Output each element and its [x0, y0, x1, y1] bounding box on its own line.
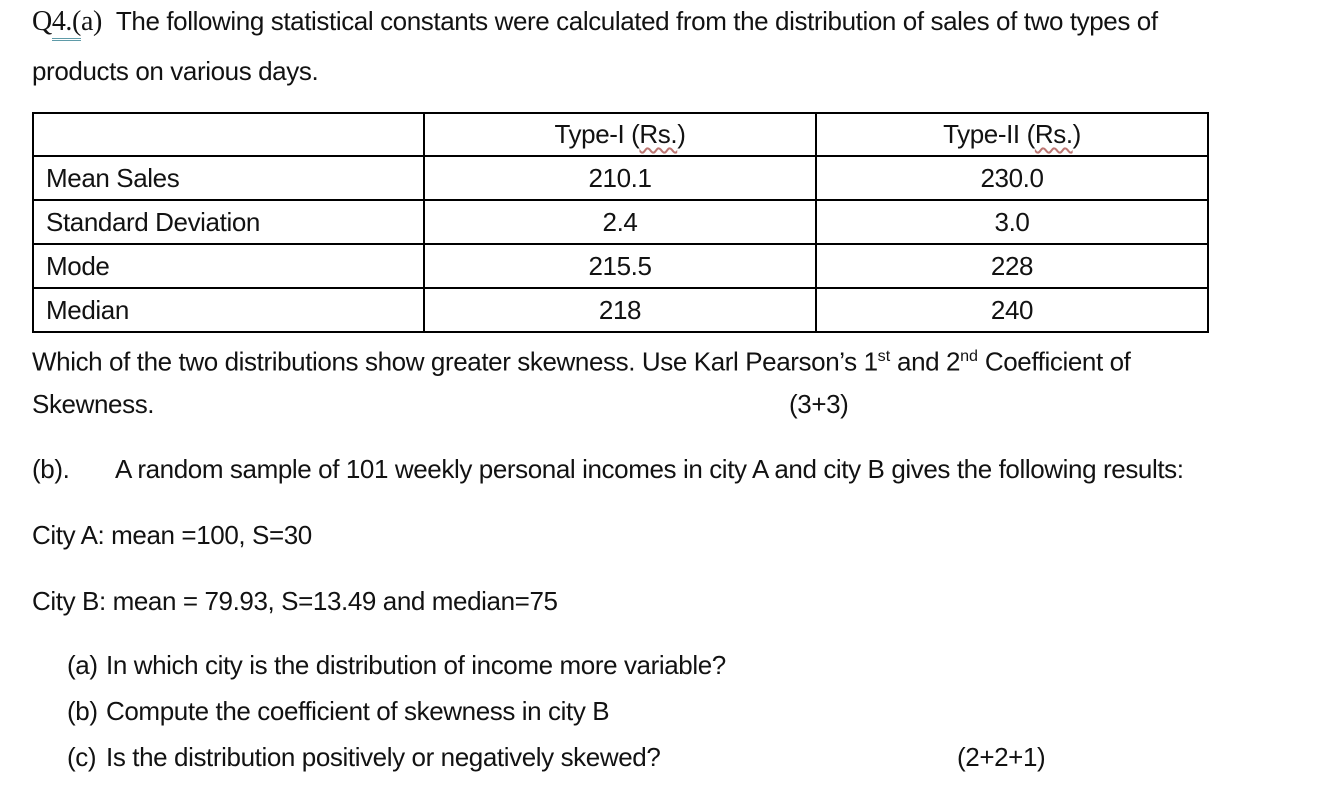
row-label: Median — [32, 287, 425, 333]
sub-question-c: (c) Is the distribution positively or neg… — [67, 741, 661, 773]
sub-question-marker: (b) — [67, 696, 98, 726]
question-number-pre: Q — [32, 6, 52, 37]
cell-type1: 215.5 — [423, 243, 817, 289]
header-type1-pre: Type-I ( — [554, 119, 640, 149]
sub-question-marker: (c) — [67, 742, 97, 772]
sub-question-b: (b) Compute the coefficient of skewness i… — [67, 695, 610, 727]
row-label: Standard Deviation — [32, 199, 425, 245]
sub-question-text: Compute the coefficient of skewness in c… — [106, 696, 610, 726]
statistics-table: Type-I (Rs.) Type-II (Rs.) Mean Sales 21… — [32, 112, 1209, 333]
cell-type1: 2.4 — [423, 199, 817, 245]
table-row: Mean Sales 210.1 230.0 — [32, 155, 1209, 201]
part-b-text: A random sample of 101 weekly personal i… — [115, 454, 1184, 484]
sub-question-marker: (a) — [67, 650, 98, 680]
question-number: Q4.(a) — [32, 6, 102, 41]
cell-type2: 240 — [815, 287, 1209, 333]
ordinal-superscript: st — [877, 347, 891, 365]
instruction-seg3: Coefficient of — [978, 346, 1131, 377]
spellcheck-underline: Rs. — [639, 119, 678, 149]
table-header-row: Type-I (Rs.) Type-II (Rs.) — [32, 112, 1209, 157]
cell-type1: 218 — [423, 287, 817, 333]
question-number-post: a) — [80, 6, 102, 37]
part-b-intro: (b). A random sample of 101 weekly person… — [32, 453, 1184, 485]
ordinal-superscript: nd — [960, 347, 978, 365]
question-a-instruction: Which of the two distributions show grea… — [32, 340, 1131, 378]
header-type1: Type-I (Rs.) — [423, 112, 817, 157]
header-type2: Type-II (Rs.) — [815, 112, 1209, 157]
city-a-stats: City A: mean =100, S=30 — [32, 520, 312, 550]
row-label: Mean Sales — [32, 155, 425, 201]
spellcheck-underline: Rs. — [1034, 119, 1073, 149]
intro-line-1: Q4.(a) The following statistical constant… — [32, 5, 1158, 41]
cell-type1: 210.1 — [423, 155, 817, 201]
row-label: Mode — [32, 243, 425, 289]
sub-question-text: In which city is the distribution of inc… — [106, 650, 726, 680]
instruction-seg1: Which of the two distributions show grea… — [32, 346, 878, 377]
table-row: Standard Deviation 2.4 3.0 — [32, 199, 1209, 245]
cell-type2: 3.0 — [815, 199, 1209, 245]
table-row: Median 218 240 — [32, 287, 1209, 333]
part-b-marks: (2+2+1) — [957, 742, 1046, 772]
question-a-instruction-2: Skewness. — [32, 389, 155, 419]
sub-question-text: Is the distribution positively or negati… — [106, 742, 661, 772]
header-empty-cell — [32, 112, 425, 157]
question-a-marks: (3+3) — [789, 389, 849, 419]
cell-type2: 230.0 — [815, 155, 1209, 201]
part-b-label: (b). — [32, 454, 70, 484]
intro-line-2: products on various days. — [32, 56, 319, 86]
sub-question-a: (a) In which city is the distribution of … — [67, 649, 726, 681]
header-type2-pre: Type-II ( — [943, 119, 1035, 149]
header-type2-post: ) — [1072, 119, 1082, 149]
city-b-stats: City B: mean = 79.93, S=13.49 and median… — [32, 586, 558, 616]
instruction-seg2: and 2 — [890, 346, 961, 377]
grammar-underline: 4.( — [51, 6, 81, 41]
cell-type2: 228 — [815, 243, 1209, 289]
table-row: Mode 215.5 228 — [32, 243, 1209, 289]
intro-text-1: The following statistical constants were… — [115, 6, 1158, 36]
header-type1-post: ) — [677, 119, 686, 149]
